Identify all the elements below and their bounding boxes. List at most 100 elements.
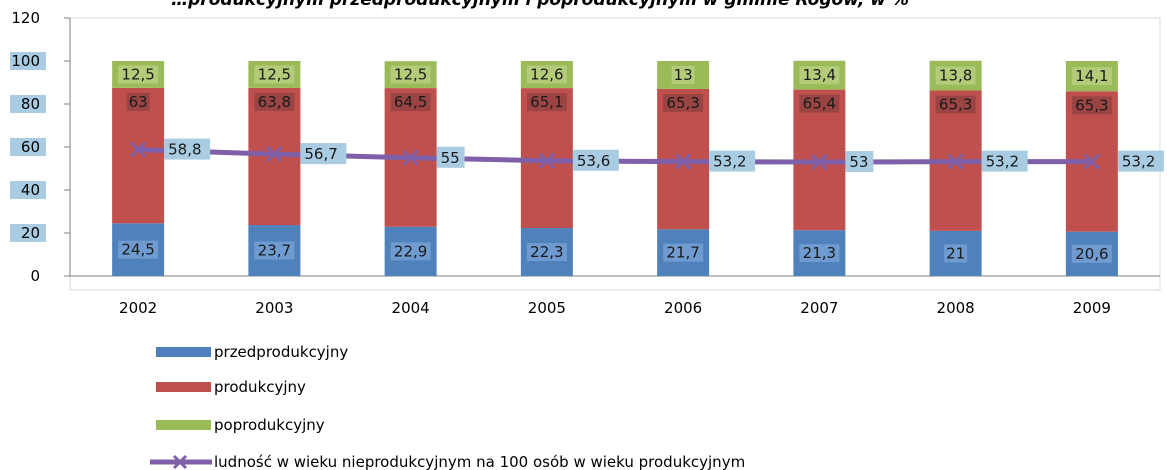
legend-label: produkcyjny <box>214 378 306 396</box>
line-point <box>130 141 147 158</box>
data-label-bg <box>390 242 431 261</box>
legend-label: poprodukcyjny <box>214 416 325 434</box>
data-label-bg <box>935 95 976 114</box>
line-data-label: 55 <box>441 149 460 167</box>
line-data-label: 56,7 <box>304 145 337 163</box>
y-tick-label: 60 <box>21 138 40 156</box>
line-point <box>266 146 283 163</box>
data-label-bg <box>944 244 968 263</box>
data-label: 21,3 <box>803 244 836 262</box>
y-tick-label-bg <box>10 267 46 285</box>
data-label: 65,3 <box>939 95 972 113</box>
legend-swatch <box>156 347 211 357</box>
y-tick-label: 120 <box>11 9 40 27</box>
line-data-label: 53,2 <box>986 153 1019 171</box>
line-point <box>402 149 419 166</box>
line-data-label: 53,6 <box>577 152 610 170</box>
line-label-bg <box>572 149 619 171</box>
line-data-label: 53,2 <box>713 153 746 171</box>
x-tick-label: 2003 <box>255 299 293 317</box>
data-label-bg <box>390 65 431 84</box>
data-label-bg <box>1071 67 1112 86</box>
line-label-bg <box>981 150 1028 172</box>
data-label: 65,3 <box>1075 96 1108 114</box>
line-label-bg <box>709 150 756 172</box>
line-data-label: 53 <box>849 153 868 171</box>
line-point <box>675 153 692 170</box>
data-label-bg <box>799 244 840 263</box>
y-tick-label-bg <box>10 224 46 242</box>
line-point <box>1083 153 1100 170</box>
line-data-label: 58,8 <box>168 141 201 159</box>
data-label: 13,4 <box>803 66 836 84</box>
data-label: 12,5 <box>258 65 291 83</box>
x-tick-label: 2004 <box>392 299 430 317</box>
data-label: 12,5 <box>394 66 427 84</box>
data-label: 65,1 <box>530 93 563 111</box>
data-label-bg <box>254 65 295 84</box>
data-label-bg <box>118 65 159 84</box>
y-tick-label-bg <box>10 95 46 113</box>
data-label-bg <box>390 93 431 112</box>
data-label: 20,6 <box>1075 245 1108 263</box>
data-label: 14,1 <box>1075 67 1108 85</box>
line-point <box>538 152 555 169</box>
legend-swatch <box>156 382 211 392</box>
data-label-bg <box>663 243 704 262</box>
x-tick-label: 2008 <box>937 299 975 317</box>
data-label: 22,9 <box>394 242 427 260</box>
data-label: 64,5 <box>394 93 427 111</box>
line-point <box>811 153 828 171</box>
line-label-bg <box>300 143 347 165</box>
line-data-label: 53,2 <box>1122 153 1155 171</box>
data-label: 22,3 <box>530 243 563 261</box>
legend-marker <box>172 454 188 470</box>
data-label-bg <box>799 66 840 85</box>
data-label-bg <box>526 65 567 84</box>
legend: przedprodukcyjny produkcyjny poprodukcyjny… <box>150 343 745 470</box>
legend-swatch <box>156 420 211 430</box>
data-label-bg <box>126 92 150 111</box>
data-label-bg <box>1071 96 1112 115</box>
data-label-bg <box>526 243 567 262</box>
data-label-bg <box>118 240 159 259</box>
data-label-bg <box>254 92 295 111</box>
data-label: 24,5 <box>121 241 154 259</box>
legend-label: ludność w wieku nieprodukcyjnym na 100 o… <box>214 453 745 470</box>
line-label-bg <box>436 146 465 168</box>
data-label: 12,5 <box>121 65 154 83</box>
data-label-bg <box>935 66 976 85</box>
data-label: 65,3 <box>666 94 699 112</box>
data-label-bg <box>254 241 295 260</box>
x-tick-label: 2009 <box>1073 299 1111 317</box>
data-label: 21 <box>946 244 965 262</box>
y-tick-label-bg <box>10 52 46 70</box>
data-label-bg <box>1071 244 1112 263</box>
y-tick-label-bg <box>10 138 46 156</box>
legend-label: przedprodukcyjny <box>214 343 348 361</box>
data-label: 12,6 <box>530 66 563 84</box>
y-tick-label: 40 <box>21 181 40 199</box>
line-label-bg <box>1117 150 1164 172</box>
data-label: 23,7 <box>258 242 291 260</box>
data-label-bg <box>799 94 840 113</box>
x-tick-label: 2005 <box>528 299 566 317</box>
chart-title: …produkcyjnym przedprodukcyjnym i poprod… <box>171 0 909 10</box>
data-label: 63,8 <box>258 93 291 111</box>
line-label-bg <box>845 151 874 173</box>
line-label-bg <box>164 138 211 160</box>
data-label-bg <box>671 65 695 84</box>
y-axis: 0 20 40 60 80 100 120 <box>10 9 71 285</box>
data-label: 63 <box>129 93 148 111</box>
y-tick-label: 20 <box>21 224 40 242</box>
x-tick-label: 2007 <box>800 299 838 317</box>
x-tick-label: 2002 <box>119 299 157 317</box>
y-tick-label-bg <box>10 181 46 199</box>
data-label: 13,8 <box>939 67 972 85</box>
y-tick-label: 100 <box>11 52 40 70</box>
data-label-bg <box>526 93 567 112</box>
data-label: 21,7 <box>666 244 699 262</box>
y-tick-label: 0 <box>30 267 40 285</box>
x-tick-label: 2006 <box>664 299 702 317</box>
